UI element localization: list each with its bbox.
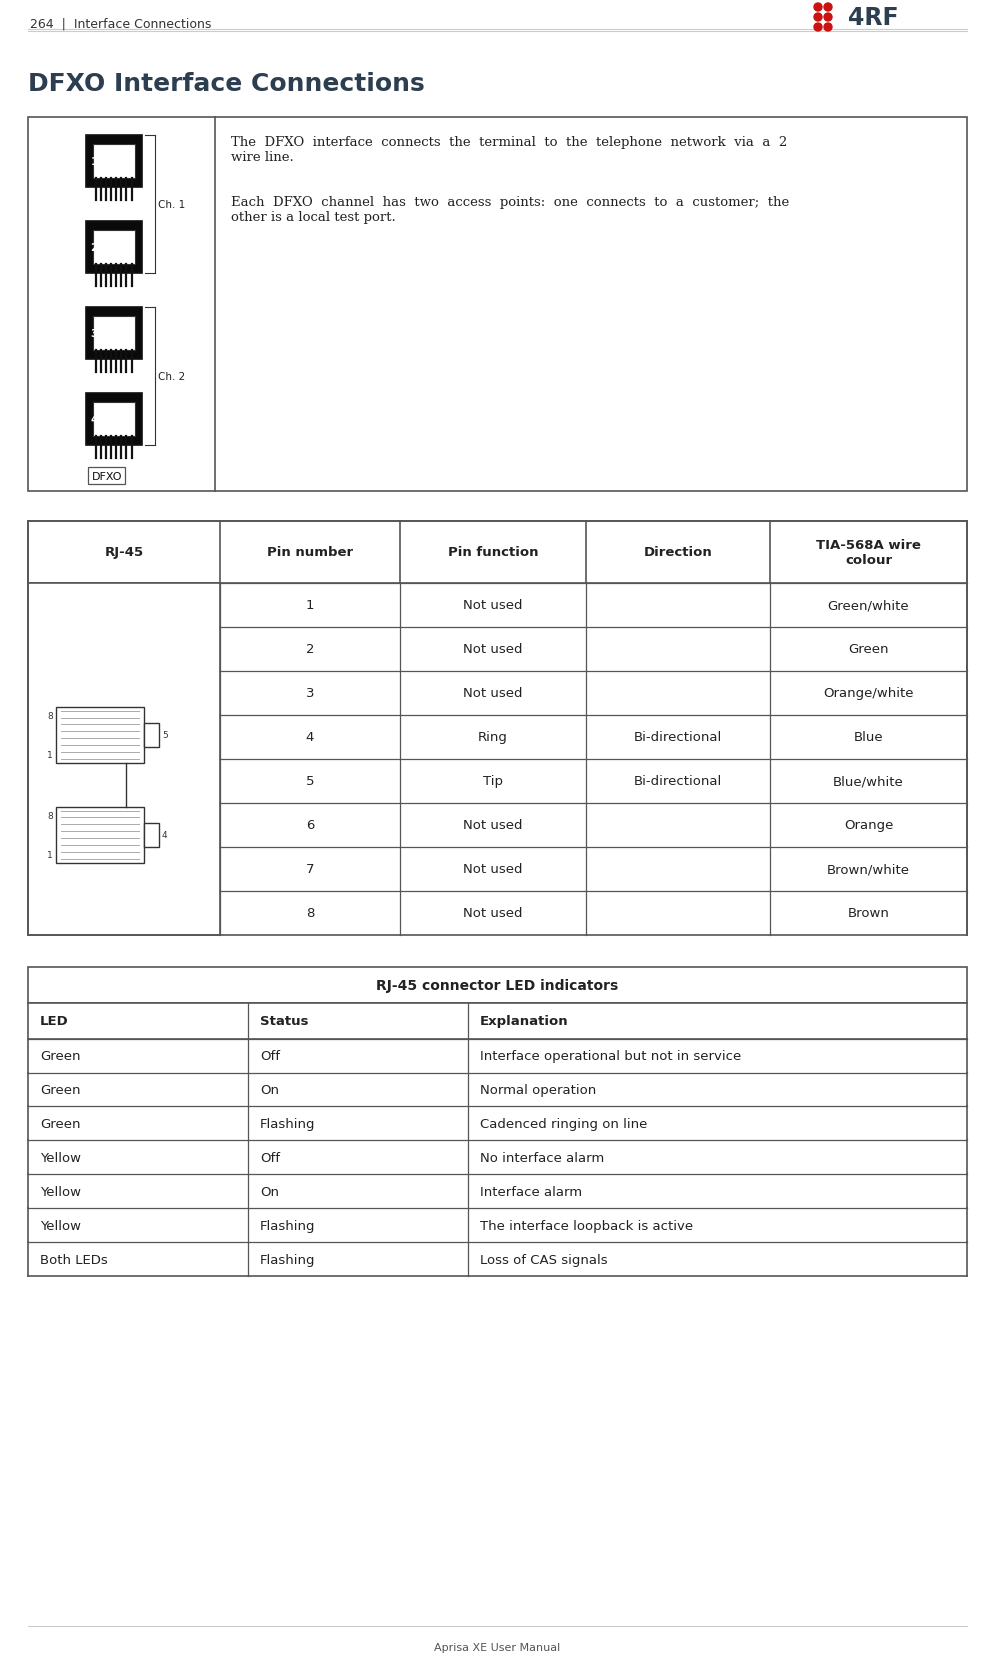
Text: Direction: Direction <box>643 546 712 559</box>
Text: Not used: Not used <box>463 862 522 875</box>
Circle shape <box>823 3 831 12</box>
Bar <box>56 808 144 862</box>
Text: Not used: Not used <box>463 642 522 655</box>
Text: Yellow: Yellow <box>40 1185 81 1198</box>
Bar <box>92 146 134 179</box>
Bar <box>28 583 220 935</box>
Text: LED: LED <box>40 1015 69 1028</box>
Circle shape <box>813 23 821 31</box>
Circle shape <box>823 23 831 31</box>
Text: Flashing: Flashing <box>259 1117 315 1130</box>
Text: Interface alarm: Interface alarm <box>479 1185 581 1198</box>
Text: Green: Green <box>40 1117 81 1130</box>
Text: Cadenced ringing on line: Cadenced ringing on line <box>479 1117 647 1130</box>
Text: Green: Green <box>40 1084 81 1096</box>
Text: 4: 4 <box>162 831 167 839</box>
Text: Orange: Orange <box>843 819 893 831</box>
Bar <box>85 136 141 187</box>
Text: 1: 1 <box>90 157 97 167</box>
Bar <box>28 967 966 1003</box>
Text: 2: 2 <box>90 243 97 253</box>
Bar <box>92 316 134 351</box>
Text: Status: Status <box>259 1015 308 1028</box>
Text: Loss of CAS signals: Loss of CAS signals <box>479 1253 607 1266</box>
Text: Yellow: Yellow <box>40 1220 81 1233</box>
Text: 4: 4 <box>90 414 97 425</box>
Text: Ch. 1: Ch. 1 <box>157 200 185 210</box>
Text: 264  |  Interface Connections: 264 | Interface Connections <box>30 18 211 31</box>
Text: Not used: Not used <box>463 687 522 700</box>
Text: Brown/white: Brown/white <box>826 862 910 875</box>
Text: Interface operational but not in service: Interface operational but not in service <box>479 1049 741 1063</box>
Text: Green: Green <box>40 1049 81 1063</box>
Text: The interface loopback is active: The interface loopback is active <box>479 1220 693 1233</box>
Text: 6: 6 <box>305 819 314 831</box>
Bar <box>56 707 144 763</box>
Text: 8: 8 <box>47 811 53 821</box>
Bar <box>85 222 141 273</box>
Text: Green/white: Green/white <box>827 599 909 612</box>
Bar <box>144 823 159 847</box>
Text: The  DFXO  interface  connects  the  terminal  to  the  telephone  network  via : The DFXO interface connects the terminal… <box>231 136 786 164</box>
Text: Blue: Blue <box>853 732 883 743</box>
Text: Orange/white: Orange/white <box>822 687 912 700</box>
Bar <box>92 230 134 265</box>
Text: DFXO: DFXO <box>91 472 122 482</box>
Text: 1: 1 <box>47 750 53 760</box>
Text: Pin number: Pin number <box>266 546 353 559</box>
Text: On: On <box>259 1185 278 1198</box>
Text: TIA-568A wire
colour: TIA-568A wire colour <box>815 538 920 566</box>
Text: Ch. 2: Ch. 2 <box>157 372 185 382</box>
Text: Aprisa XE User Manual: Aprisa XE User Manual <box>434 1642 560 1652</box>
Text: Blue/white: Blue/white <box>832 775 903 788</box>
Text: Bi-directional: Bi-directional <box>633 732 722 743</box>
Bar <box>85 394 141 445</box>
Text: Bi-directional: Bi-directional <box>633 775 722 788</box>
Text: Flashing: Flashing <box>259 1253 315 1266</box>
Text: Not used: Not used <box>463 819 522 831</box>
Text: On: On <box>259 1084 278 1096</box>
Text: 1: 1 <box>47 851 53 859</box>
Text: 2: 2 <box>305 642 314 655</box>
Text: Normal operation: Normal operation <box>479 1084 595 1096</box>
Text: Yellow: Yellow <box>40 1152 81 1163</box>
Text: Each  DFXO  channel  has  two  access  points:  one  connects  to  a  customer; : Each DFXO channel has two access points:… <box>231 195 788 223</box>
Text: No interface alarm: No interface alarm <box>479 1152 603 1163</box>
Text: 7: 7 <box>305 862 314 875</box>
Text: RJ-45: RJ-45 <box>104 546 143 559</box>
Bar <box>28 521 966 583</box>
Circle shape <box>813 3 821 12</box>
Text: Off: Off <box>259 1049 279 1063</box>
Bar <box>28 1003 966 1039</box>
Text: Off: Off <box>259 1152 279 1163</box>
Text: 4RF: 4RF <box>847 7 898 30</box>
Circle shape <box>823 13 831 22</box>
Text: Brown: Brown <box>847 907 889 920</box>
Circle shape <box>813 13 821 22</box>
Text: RJ-45 connector LED indicators: RJ-45 connector LED indicators <box>376 978 618 991</box>
Text: 1: 1 <box>305 599 314 612</box>
Bar <box>144 723 159 746</box>
Text: 5: 5 <box>162 732 168 740</box>
Text: Not used: Not used <box>463 907 522 920</box>
Text: 8: 8 <box>47 712 53 720</box>
Text: Green: Green <box>848 642 888 655</box>
Text: Tip: Tip <box>482 775 503 788</box>
Bar <box>28 118 966 492</box>
Text: 3: 3 <box>305 687 314 700</box>
Text: 4: 4 <box>305 732 314 743</box>
Text: Ring: Ring <box>477 732 507 743</box>
Text: DFXO Interface Connections: DFXO Interface Connections <box>28 71 424 96</box>
Text: Pin function: Pin function <box>447 546 538 559</box>
Text: Flashing: Flashing <box>259 1220 315 1233</box>
Text: Both LEDs: Both LEDs <box>40 1253 107 1266</box>
Bar <box>85 308 141 359</box>
Text: 5: 5 <box>305 775 314 788</box>
Bar <box>92 402 134 437</box>
Text: 3: 3 <box>90 329 97 339</box>
Text: 8: 8 <box>305 907 314 920</box>
Text: Explanation: Explanation <box>479 1015 568 1028</box>
Text: Not used: Not used <box>463 599 522 612</box>
